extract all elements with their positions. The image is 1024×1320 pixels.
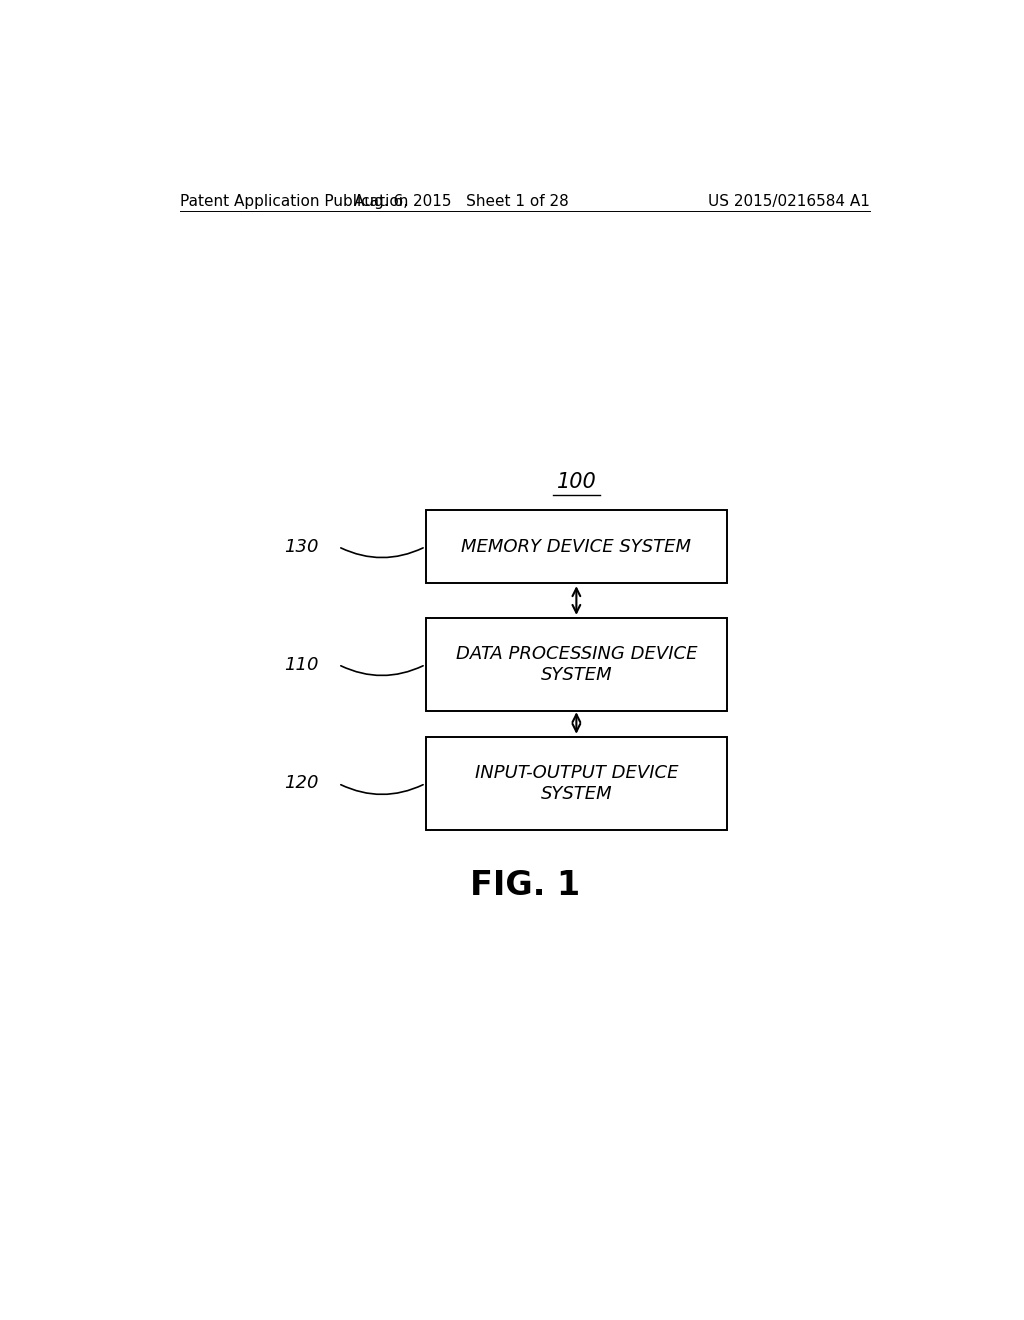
Text: DATA PROCESSING DEVICE
SYSTEM: DATA PROCESSING DEVICE SYSTEM <box>456 645 697 684</box>
Text: FIG. 1: FIG. 1 <box>470 869 580 902</box>
Text: 110: 110 <box>284 656 318 673</box>
Text: US 2015/0216584 A1: US 2015/0216584 A1 <box>709 194 870 209</box>
Text: 100: 100 <box>556 471 596 492</box>
Text: Patent Application Publication: Patent Application Publication <box>179 194 408 209</box>
Text: INPUT-OUTPUT DEVICE
SYSTEM: INPUT-OUTPUT DEVICE SYSTEM <box>475 764 678 803</box>
Text: Aug. 6, 2015   Sheet 1 of 28: Aug. 6, 2015 Sheet 1 of 28 <box>354 194 568 209</box>
FancyBboxPatch shape <box>426 737 727 830</box>
FancyBboxPatch shape <box>426 510 727 583</box>
Text: MEMORY DEVICE SYSTEM: MEMORY DEVICE SYSTEM <box>462 537 691 556</box>
FancyBboxPatch shape <box>426 618 727 711</box>
Text: 120: 120 <box>284 775 318 792</box>
Text: 130: 130 <box>284 537 318 556</box>
